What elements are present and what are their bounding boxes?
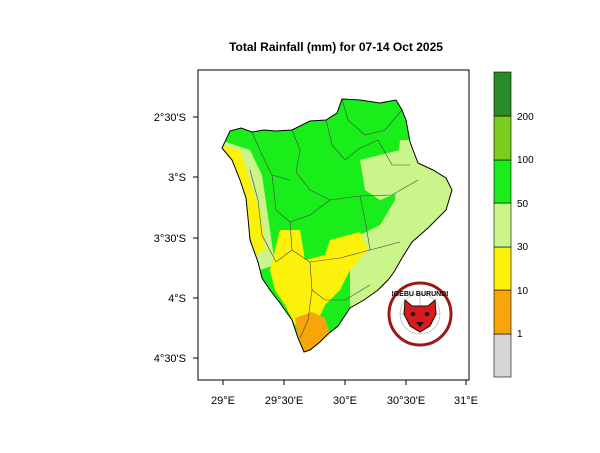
colorbar-label: 1 bbox=[517, 329, 523, 340]
x-tick-label: 29°30'E bbox=[265, 395, 303, 407]
colorbar-bin bbox=[493, 71, 512, 117]
plot-frame bbox=[197, 69, 470, 381]
colorbar-label: 10 bbox=[517, 286, 529, 297]
y-tick-label: 2°30'S bbox=[154, 112, 186, 124]
colorbar-bin bbox=[493, 333, 512, 378]
colorbar-bin bbox=[493, 246, 512, 291]
province-boundaries bbox=[249, 98, 419, 339]
leopard-face-icon bbox=[403, 298, 437, 333]
y-tick-label: 3°S bbox=[168, 172, 186, 184]
y-tick-label: 4°S bbox=[168, 293, 186, 305]
y-tick-label: 3°30'S bbox=[154, 233, 186, 245]
colorbar-label: 200 bbox=[517, 112, 534, 123]
map-title: Total Rainfall (mm) for 07-14 Oct 2025 bbox=[229, 40, 443, 54]
colorbar-bin bbox=[493, 289, 512, 335]
colorbar-label: 100 bbox=[517, 155, 534, 166]
country-outline bbox=[221, 98, 453, 353]
igebu-logo: IGEBU BURUNDI bbox=[387, 281, 453, 347]
colorbar-bin bbox=[493, 159, 512, 204]
x-tick-label: 30°E bbox=[333, 395, 357, 407]
colorbar-label: 50 bbox=[517, 199, 529, 210]
rainfall-region-central bbox=[270, 230, 368, 330]
colorbar-bin bbox=[493, 202, 512, 248]
colorbar-bin bbox=[493, 115, 512, 161]
y-tick-label: 4°30'S bbox=[154, 353, 186, 365]
x-tick-label: 29°E bbox=[211, 395, 235, 407]
x-tick-label: 30°30'E bbox=[387, 395, 425, 407]
rainfall-region-southern-tip bbox=[295, 312, 330, 352]
rainfall-region-east-pocket bbox=[360, 150, 405, 200]
logo-text: IGEBU BURUNDI bbox=[392, 291, 448, 298]
colorbar: 1 10 30 50 100 200 bbox=[493, 71, 534, 378]
axis-ticks bbox=[193, 116, 467, 385]
colorbar-label: 30 bbox=[517, 242, 529, 253]
x-tick-label: 31°E bbox=[454, 395, 478, 407]
